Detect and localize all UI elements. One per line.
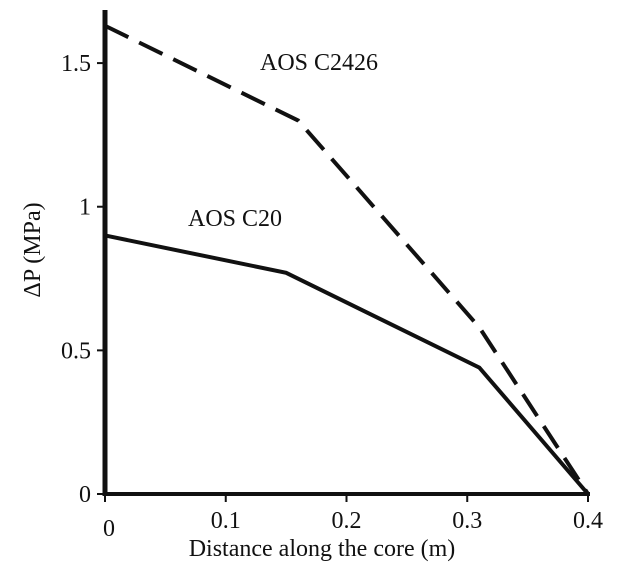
series-line-aos-c20 <box>104 233 590 496</box>
y-axis-label: ΔP (MPa) <box>20 202 46 297</box>
axes <box>102 10 590 496</box>
x-tick-label: 0.4 <box>573 508 603 534</box>
x-tick-label: 0.2 <box>332 508 362 534</box>
series-label-aos-c2426: AOS C2426 <box>260 50 378 76</box>
x-axis-label: Distance along the core (m) <box>189 536 456 562</box>
x-tick-label: 0.1 <box>211 508 241 534</box>
x-tick-label: 0 <box>103 516 115 542</box>
y-tick-label: 0 <box>79 482 91 508</box>
series-label-aos-c20: AOS C20 <box>188 206 282 232</box>
series-group <box>104 23 590 496</box>
y-tick-label: 1 <box>79 195 91 221</box>
y-tick-label: 1.5 <box>61 51 91 77</box>
y-tick-label: 0.5 <box>61 338 91 364</box>
ticks: 0 0.5 1 1.5 0 0.1 0.2 0.3 0.4 <box>61 51 603 542</box>
x-tick-label: 0.3 <box>452 508 482 534</box>
series-line-aos-c2426 <box>104 23 590 496</box>
